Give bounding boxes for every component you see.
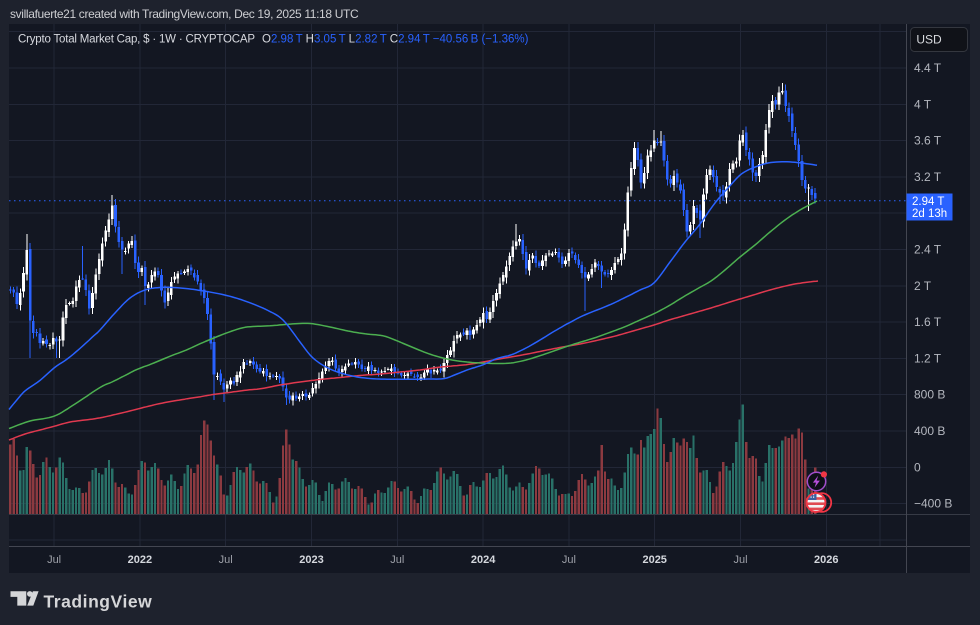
svg-text:1.6 T: 1.6 T [914,315,942,329]
svg-text:2 T: 2 T [914,279,932,293]
svg-text:2022: 2022 [128,554,152,566]
svg-text:2025: 2025 [642,554,666,566]
svg-text:O2.98 T H3.05 T L2.82 T C2.94: O2.98 T H3.05 T L2.82 T C2.94 T −40.56 B… [262,34,529,46]
svg-text:2024: 2024 [471,554,496,566]
svg-text:Jul: Jul [562,554,576,566]
svg-text:Jul: Jul [47,554,61,566]
svg-text:800 B: 800 B [914,388,945,402]
svg-text:−400 B: −400 B [914,497,952,511]
svg-text:USD: USD [916,33,942,47]
svg-text:2.94 T: 2.94 T [912,196,944,208]
svg-text:2d 13h: 2d 13h [912,208,947,220]
svg-text:3.6 T: 3.6 T [914,134,942,148]
svg-text:2.4 T: 2.4 T [914,243,942,257]
svg-text:4.4 T: 4.4 T [914,61,942,75]
svg-text:Jul: Jul [219,554,233,566]
svg-text:0: 0 [914,460,921,474]
svg-text:2023: 2023 [299,554,323,566]
svg-text:TradingView: TradingView [44,591,153,611]
svg-text:Jul: Jul [733,554,747,566]
svg-text:svillafuerte21 created with Tr: svillafuerte21 created with TradingView.… [10,7,359,21]
svg-text:3.2 T: 3.2 T [914,170,942,184]
svg-text:2026: 2026 [814,554,838,566]
svg-text:Jul: Jul [390,554,404,566]
svg-text:4 T: 4 T [914,97,932,111]
svg-text:Crypto Total Market Cap, $ · 1: Crypto Total Market Cap, $ · 1W · CRYPTO… [18,34,255,46]
svg-text:1.2 T: 1.2 T [914,351,942,365]
svg-text:400 B: 400 B [914,424,945,438]
